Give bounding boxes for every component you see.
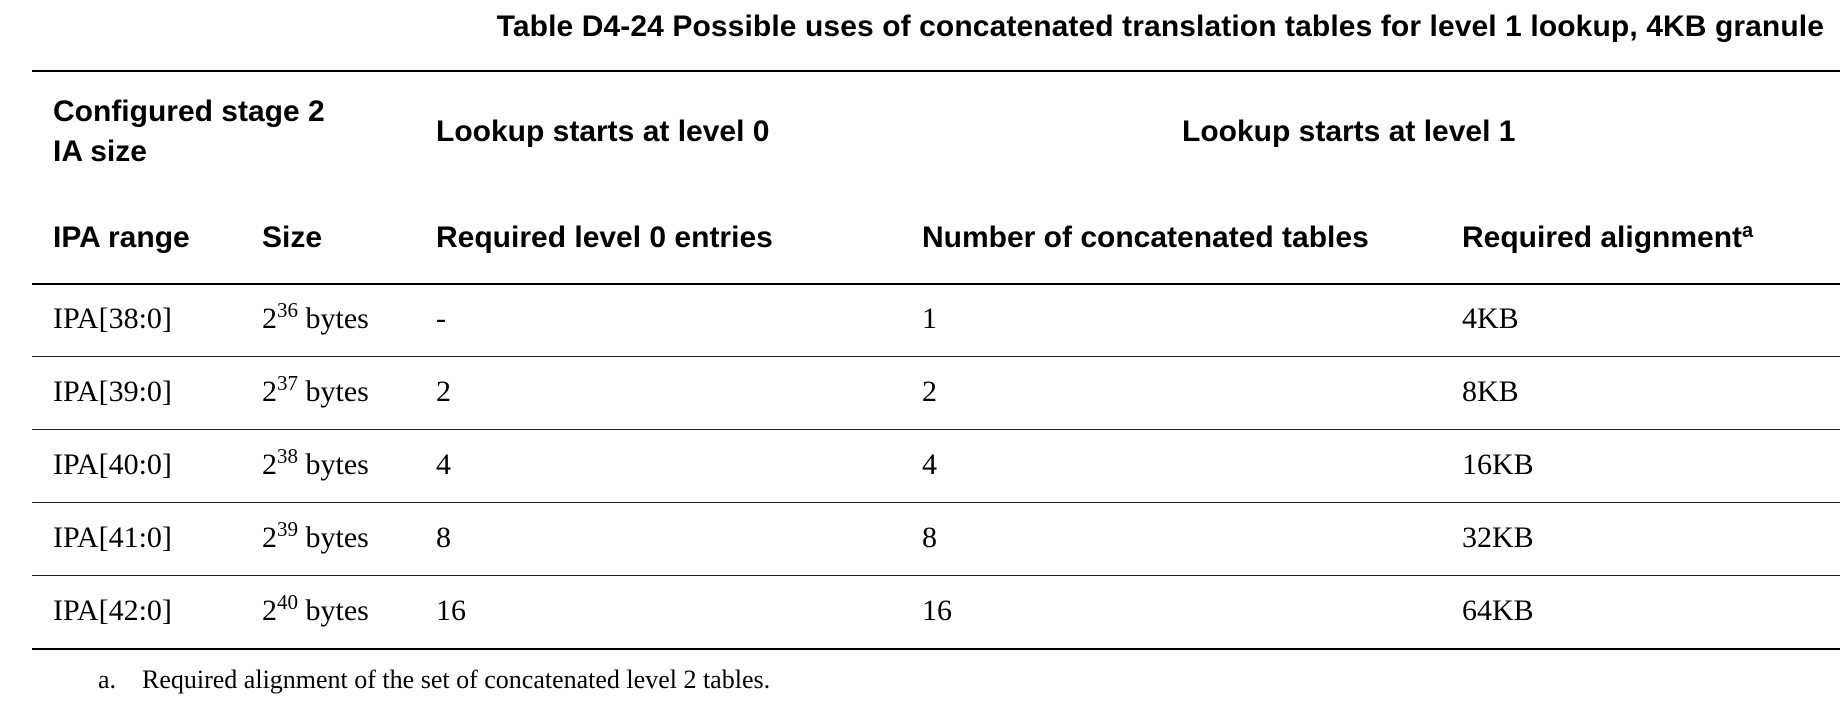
cell-concatenated-tables: 1 <box>922 302 937 335</box>
footnote-marker: a. <box>98 665 117 694</box>
size-exponent: 37 <box>277 371 298 395</box>
cell-level0-entries: - <box>436 302 446 335</box>
cell-size: 237 bytes <box>262 372 369 412</box>
size-unit: bytes <box>298 375 369 408</box>
footnote-text: Required alignment of the set of concate… <box>142 665 771 694</box>
size-base: 2 <box>262 521 277 554</box>
cell-level0-entries: 2 <box>436 375 451 408</box>
size-exponent: 39 <box>277 517 298 541</box>
cell-level0-entries: 4 <box>436 448 451 481</box>
cell-ipa-range: IPA[41:0] <box>53 521 172 554</box>
cell-alignment: 8KB <box>1462 375 1519 408</box>
cell-size: 240 bytes <box>262 591 369 631</box>
size-exponent: 38 <box>277 444 298 468</box>
header-group-level1: Lookup starts at level 1 <box>1182 115 1516 148</box>
cell-concatenated-tables: 2 <box>922 375 937 408</box>
row-divider <box>32 356 1840 357</box>
cell-alignment: 16KB <box>1462 448 1534 481</box>
size-unit: bytes <box>298 594 369 627</box>
column-header-alignment: Required alignmenta <box>1462 218 1753 258</box>
column-header-level0-entries: Required level 0 entries <box>436 221 773 254</box>
cell-concatenated-tables: 8 <box>922 521 937 554</box>
header-group-ia-size-line1: Configured stage 2 <box>53 95 325 128</box>
column-header-size: Size <box>262 221 323 254</box>
cell-concatenated-tables: 4 <box>922 448 937 481</box>
size-base: 2 <box>262 594 277 627</box>
column-header-alignment-label: Required alignment <box>1462 221 1743 254</box>
cell-alignment: 4KB <box>1462 302 1519 335</box>
cell-concatenated-tables: 16 <box>922 594 952 627</box>
cell-ipa-range: IPA[38:0] <box>53 302 172 335</box>
size-unit: bytes <box>298 521 369 554</box>
column-header-concatenated-tables: Number of concatenated tables <box>922 221 1369 254</box>
cell-alignment: 64KB <box>1462 594 1534 627</box>
size-exponent: 40 <box>277 590 298 614</box>
size-unit: bytes <box>298 448 369 481</box>
row-divider <box>32 575 1840 576</box>
table-caption: Table D4-24 Possible uses of concatenate… <box>496 10 1824 43</box>
cell-size: 239 bytes <box>262 518 369 558</box>
cell-size: 236 bytes <box>262 299 369 339</box>
size-base: 2 <box>262 375 277 408</box>
header-rule <box>32 283 1840 285</box>
table-bottom-rule <box>32 648 1840 650</box>
cell-alignment: 32KB <box>1462 521 1534 554</box>
size-exponent: 36 <box>277 298 298 322</box>
header-group-level0: Lookup starts at level 0 <box>436 115 770 148</box>
size-base: 2 <box>262 302 277 335</box>
table-top-rule <box>32 70 1840 72</box>
size-unit: bytes <box>298 302 369 335</box>
cell-level0-entries: 16 <box>436 594 466 627</box>
row-divider <box>32 502 1840 503</box>
header-group-ia-size-line2: IA size <box>53 135 147 168</box>
column-header-ipa-range: IPA range <box>53 221 190 254</box>
row-divider <box>32 429 1840 430</box>
cell-size: 238 bytes <box>262 445 369 485</box>
cell-ipa-range: IPA[42:0] <box>53 594 172 627</box>
footnote-reference: a <box>1742 220 1754 242</box>
cell-ipa-range: IPA[39:0] <box>53 375 172 408</box>
cell-ipa-range: IPA[40:0] <box>53 448 172 481</box>
cell-level0-entries: 8 <box>436 521 451 554</box>
size-base: 2 <box>262 448 277 481</box>
